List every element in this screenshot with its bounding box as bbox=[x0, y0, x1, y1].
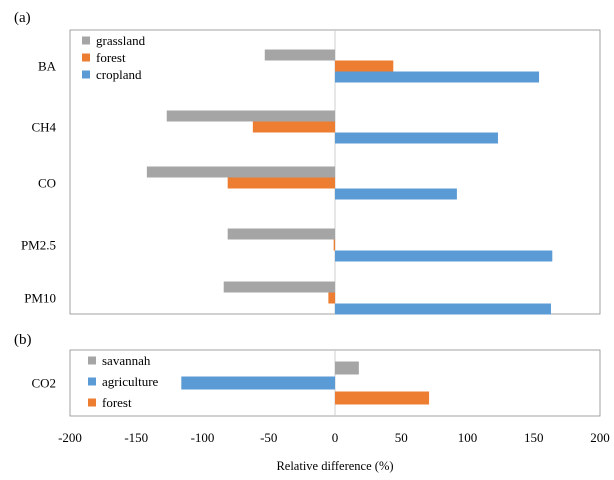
panel-label: (a) bbox=[14, 10, 31, 26]
x-axis-label: Relative difference (%) bbox=[276, 459, 393, 473]
legend-label: cropland bbox=[96, 67, 142, 82]
chart-panels: (a) BA CH4 CO PM2.5 PM10 grassland forest cropla… bbox=[14, 10, 601, 417]
bar-grassland-co bbox=[146, 166, 335, 178]
panel-a: (a) BA CH4 CO PM2.5 PM10 grassland forest cropla… bbox=[14, 10, 601, 315]
category-label: CH4 bbox=[31, 120, 56, 135]
bar-grassland-ch4 bbox=[166, 110, 335, 122]
bar-cropland-ch4 bbox=[335, 132, 498, 144]
bar-forest-pm25 bbox=[333, 239, 335, 251]
legend: grassland forest cropland bbox=[82, 33, 146, 82]
x-tick-label: -150 bbox=[124, 430, 148, 445]
category-label: CO bbox=[38, 176, 56, 191]
bar-forest-ch4 bbox=[252, 121, 335, 133]
bar-forest-co2 bbox=[335, 391, 430, 405]
bar-cropland-pm25 bbox=[335, 250, 553, 262]
legend-label: forest bbox=[102, 395, 132, 410]
x-tick-label: -100 bbox=[191, 430, 215, 445]
panel-label: (b) bbox=[14, 332, 32, 348]
panel-b: (b) CO2 savannah agriculture forest bbox=[14, 332, 601, 417]
legend-swatch bbox=[88, 377, 96, 386]
bar-savannah-co2 bbox=[335, 361, 359, 375]
legend-label: grassland bbox=[96, 33, 146, 48]
bar-cropland-pm10 bbox=[335, 303, 551, 315]
bar-forest-co bbox=[227, 177, 335, 189]
legend-swatch bbox=[82, 53, 90, 62]
category-label: PM10 bbox=[24, 291, 56, 306]
bar-grassland-pm10 bbox=[223, 281, 335, 293]
x-tick-label: 0 bbox=[332, 430, 339, 445]
category-label: CO2 bbox=[31, 376, 56, 391]
bar-cropland-ba bbox=[335, 71, 540, 83]
x-tick-label: 200 bbox=[590, 430, 610, 445]
bar-agriculture-co2 bbox=[181, 376, 335, 390]
x-tick-label: 50 bbox=[395, 430, 408, 445]
legend-label: forest bbox=[96, 50, 126, 65]
legend-swatch bbox=[82, 36, 90, 45]
bar-cropland-co bbox=[335, 188, 457, 200]
category-label: BA bbox=[38, 59, 57, 74]
bar-grassland-ba bbox=[264, 49, 335, 61]
legend-swatch bbox=[88, 398, 96, 407]
legend-swatch bbox=[82, 70, 90, 79]
x-tick-label: 100 bbox=[458, 430, 478, 445]
x-tick-label: -50 bbox=[260, 430, 277, 445]
bar-forest-ba bbox=[335, 60, 394, 72]
legend-label: savannah bbox=[102, 353, 151, 368]
x-axis: -200 -150 -100 -50 0 50 100 150 200 bbox=[58, 430, 610, 445]
legend-swatch bbox=[88, 356, 96, 365]
legend-label: agriculture bbox=[102, 374, 159, 389]
category-label: PM2.5 bbox=[21, 238, 56, 253]
x-tick-label: 150 bbox=[524, 430, 544, 445]
bar-grassland-pm25 bbox=[227, 228, 335, 240]
x-tick-label: -200 bbox=[58, 430, 82, 445]
legend: savannah agriculture forest bbox=[88, 353, 159, 410]
bar-forest-pm10 bbox=[328, 292, 335, 304]
